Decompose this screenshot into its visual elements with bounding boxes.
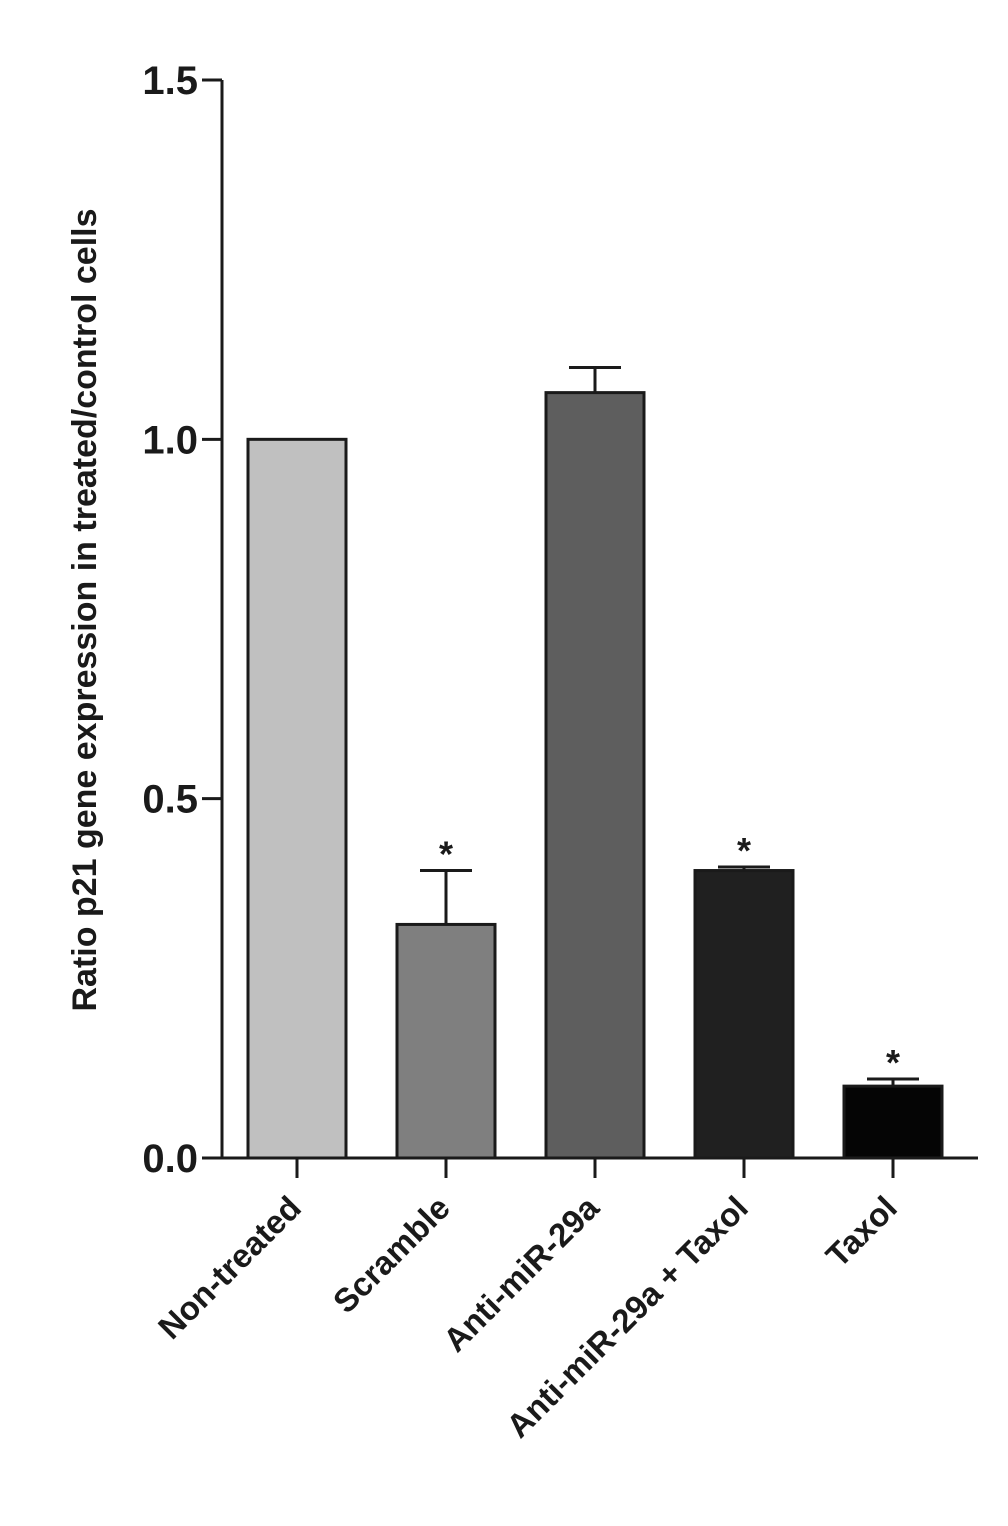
y-tick-label: 0.5 xyxy=(142,778,198,822)
category-label: Scramble xyxy=(326,1189,457,1320)
category-label: Anti-miR-29a + Taxol xyxy=(499,1189,755,1445)
significance-marker: * xyxy=(737,830,751,871)
bars xyxy=(246,365,944,1160)
significance-marker: * xyxy=(439,834,453,875)
bar xyxy=(395,922,497,1160)
bar xyxy=(246,437,348,1160)
y-tick-label: 1.0 xyxy=(142,418,198,462)
bar xyxy=(693,869,795,1160)
category-label: Non-treated xyxy=(151,1189,308,1346)
significance-marker: * xyxy=(886,1042,900,1083)
bar xyxy=(842,1084,944,1160)
category-label: Taxol xyxy=(819,1189,904,1274)
category-label: Anti-miR-29a xyxy=(436,1188,607,1359)
y-tick-label: 1.5 xyxy=(142,59,198,103)
bar xyxy=(544,391,646,1160)
y-tick-label: 0.0 xyxy=(142,1137,198,1181)
y-axis-label: Ratio p21 gene expression in treated/con… xyxy=(66,208,104,1011)
